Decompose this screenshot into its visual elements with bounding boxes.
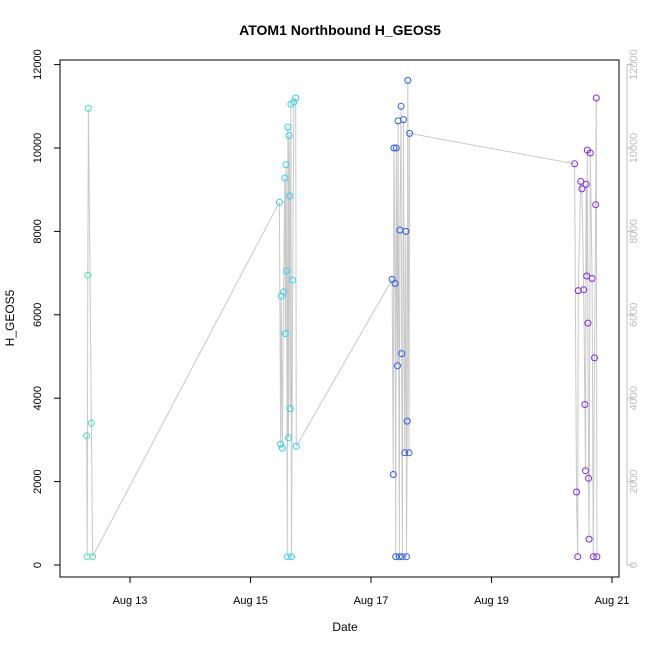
data-point bbox=[582, 180, 590, 188]
data-point bbox=[585, 474, 592, 482]
data-point bbox=[571, 160, 579, 168]
x-tick-label: Aug 19 bbox=[474, 595, 509, 607]
data-point bbox=[402, 227, 410, 235]
data-point bbox=[585, 535, 593, 543]
data-point bbox=[400, 116, 407, 124]
data-point bbox=[592, 94, 600, 102]
data-point bbox=[278, 444, 286, 452]
y-tick-label-right: 8000 bbox=[628, 219, 640, 243]
data-point bbox=[403, 553, 410, 561]
data-point bbox=[589, 553, 597, 561]
data-point bbox=[398, 553, 406, 561]
data-point bbox=[289, 276, 297, 284]
series-lines bbox=[86, 80, 598, 557]
data-point bbox=[406, 129, 414, 137]
y-tick-label-left: 4000 bbox=[32, 386, 44, 410]
y-tick-label-right: 6000 bbox=[628, 303, 640, 327]
data-point bbox=[577, 177, 585, 185]
data-point bbox=[401, 449, 409, 457]
data-point bbox=[574, 553, 582, 561]
data-point bbox=[573, 488, 580, 496]
y-tick-label-left: 0 bbox=[32, 562, 44, 568]
y-axis-left: 0 2000 4000 6000 8000 10000 12000 bbox=[32, 49, 60, 568]
data-point bbox=[290, 98, 298, 106]
data-point bbox=[391, 280, 399, 287]
data-point bbox=[83, 553, 91, 561]
data-point bbox=[592, 201, 600, 209]
series-line bbox=[86, 80, 598, 557]
data-point bbox=[281, 174, 289, 182]
data-point bbox=[581, 401, 589, 408]
data-point bbox=[87, 419, 95, 427]
plot-frame bbox=[59, 59, 620, 578]
data-point bbox=[84, 271, 92, 279]
data-point bbox=[398, 350, 406, 358]
x-axis-label: Date bbox=[332, 620, 358, 634]
data-point bbox=[285, 132, 293, 139]
y-tick-label-left: 10000 bbox=[32, 133, 44, 164]
data-point bbox=[392, 144, 400, 152]
data-point bbox=[286, 192, 294, 200]
data-point bbox=[588, 275, 596, 282]
y-tick-label-left: 8000 bbox=[32, 219, 44, 243]
y-tick-label-left: 2000 bbox=[32, 469, 44, 493]
data-point bbox=[390, 144, 398, 152]
data-point bbox=[405, 449, 413, 457]
data-point bbox=[394, 362, 401, 370]
data-point bbox=[404, 76, 412, 84]
data-point bbox=[286, 405, 294, 413]
data-point bbox=[292, 94, 300, 102]
data-point bbox=[389, 471, 397, 478]
data-point bbox=[83, 432, 91, 440]
y-tick-label-right: 4000 bbox=[628, 386, 640, 410]
data-point bbox=[586, 149, 594, 157]
data-points bbox=[83, 76, 601, 561]
data-point bbox=[593, 553, 601, 561]
x-axis: Aug 13 Aug 15 Aug 17 Aug 19 Aug 21 bbox=[113, 577, 630, 607]
data-point bbox=[283, 553, 291, 561]
y-tick-label-left: 12000 bbox=[32, 49, 44, 80]
data-point bbox=[580, 286, 588, 294]
data-point bbox=[395, 553, 403, 561]
chart-title: ATOM1 Northbound H_GEOS5 bbox=[239, 22, 441, 38]
data-point bbox=[283, 267, 291, 275]
data-point bbox=[281, 330, 289, 338]
y-axis-label: H_GEOS5 bbox=[3, 289, 17, 346]
data-point bbox=[84, 104, 92, 112]
data-point bbox=[397, 102, 405, 110]
data-point bbox=[285, 434, 292, 442]
data-point bbox=[288, 553, 295, 561]
data-point bbox=[292, 442, 300, 450]
y-tick-label-right: 0 bbox=[628, 562, 640, 568]
data-point bbox=[282, 161, 290, 169]
x-tick-label: Aug 13 bbox=[113, 595, 148, 607]
data-point bbox=[89, 553, 97, 561]
data-point bbox=[280, 288, 288, 296]
y-tick-label-right: 2000 bbox=[628, 469, 640, 493]
data-point bbox=[574, 287, 582, 295]
data-point bbox=[284, 123, 292, 131]
x-tick-label: Aug 21 bbox=[595, 595, 630, 607]
data-point bbox=[277, 440, 285, 448]
data-point bbox=[591, 354, 598, 362]
y-tick-label-right: 12000 bbox=[628, 49, 640, 80]
y-axis-right: 0 2000 4000 6000 8000 10000 12000 bbox=[626, 49, 640, 568]
data-point bbox=[582, 467, 589, 475]
data-point bbox=[392, 553, 400, 561]
y-tick-label-left: 6000 bbox=[32, 303, 44, 327]
data-point bbox=[403, 417, 411, 425]
x-tick-label: Aug 17 bbox=[354, 595, 389, 607]
data-point bbox=[275, 198, 283, 206]
data-point bbox=[578, 185, 586, 193]
y-tick-label-right: 10000 bbox=[628, 133, 640, 164]
x-tick-label: Aug 15 bbox=[233, 595, 268, 607]
data-point bbox=[584, 319, 592, 327]
